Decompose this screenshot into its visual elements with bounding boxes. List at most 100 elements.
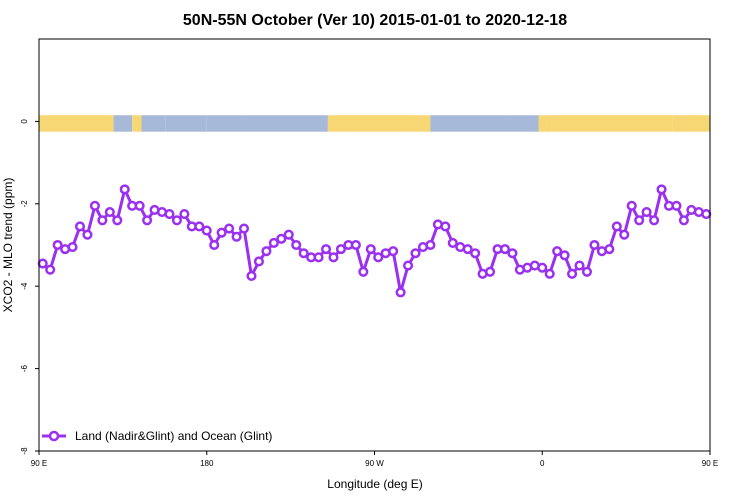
data-point	[485, 266, 496, 277]
series-layer	[37, 184, 712, 298]
data-point	[328, 252, 339, 263]
x-tick-label: 90 E	[702, 459, 718, 468]
data-point	[701, 209, 712, 220]
data-point	[619, 229, 630, 240]
data-point	[246, 270, 257, 281]
data-point	[589, 239, 600, 251]
data-point	[142, 215, 153, 226]
data-point	[224, 223, 235, 234]
y-tick-label: -2	[20, 200, 29, 208]
x-tick-label: 90 E	[31, 459, 47, 468]
strip-segment-ocean	[504, 115, 539, 132]
data-point	[440, 221, 451, 232]
data-point	[276, 233, 287, 244]
data-point	[194, 221, 205, 232]
data-point	[231, 231, 242, 242]
data-point	[604, 244, 615, 255]
data-point	[373, 252, 384, 263]
y-tick-label: -8	[20, 447, 29, 455]
data-point	[559, 250, 570, 261]
y-tick-label: -6	[20, 364, 29, 372]
data-point	[358, 266, 369, 277]
data-point	[112, 215, 123, 226]
strip-segment-land	[551, 115, 673, 132]
data-point	[179, 209, 190, 220]
legend-label: Land (Nadir&Glint) and Ocean (Glint)	[75, 429, 272, 443]
data-point	[634, 215, 645, 226]
data-point	[507, 248, 518, 259]
data-point	[649, 215, 660, 226]
legend-marker-swatch	[48, 430, 60, 442]
data-point	[462, 244, 473, 255]
x-axis-ticks: 90 E 180 90 W 0 90 E	[31, 451, 718, 468]
data-point	[567, 268, 578, 279]
data-point	[201, 225, 212, 236]
data-point	[119, 184, 130, 195]
y-tick-label: -4	[20, 282, 29, 290]
data-point	[403, 260, 414, 271]
strip-segment-land	[132, 115, 142, 132]
data-point	[37, 258, 48, 269]
y-axis-label: XCO2 - MLO trend (ppm)	[1, 178, 15, 313]
data-point	[470, 248, 481, 259]
strip-segment-land	[39, 115, 114, 132]
data-point	[164, 209, 175, 220]
data-point	[134, 200, 145, 211]
strip-segment-ocean	[206, 115, 245, 132]
strip-segment-land	[327, 115, 431, 132]
plot-frame	[38, 38, 711, 452]
data-point	[611, 221, 622, 232]
data-point	[283, 229, 294, 240]
strip-segment-land	[538, 115, 552, 132]
data-point	[104, 206, 115, 218]
data-point	[626, 200, 637, 211]
data-point	[499, 244, 511, 255]
data-point	[335, 244, 347, 255]
data-point	[52, 239, 63, 251]
legend: Land (Nadir&Glint) and Ocean (Glint)	[42, 429, 272, 443]
data-point	[171, 215, 182, 226]
data-point	[395, 287, 406, 298]
data-point	[209, 239, 220, 251]
x-tick-label: 90 W	[365, 459, 384, 468]
data-point	[298, 248, 309, 259]
data-point	[388, 246, 399, 257]
data-point	[67, 242, 78, 253]
data-point	[253, 256, 264, 267]
data-point	[45, 264, 56, 275]
data-point	[291, 239, 302, 251]
data-point	[581, 266, 593, 277]
strip-segment-ocean	[430, 115, 505, 132]
data-point	[313, 252, 324, 263]
y-axis-ticks: 0 -2 -4 -6 -8	[20, 119, 39, 455]
data-point	[82, 229, 93, 240]
data-point	[671, 200, 682, 211]
data-point	[656, 184, 667, 195]
chart-title: 50N-55N October (Ver 10) 2015-01-01 to 2…	[183, 12, 567, 29]
land-ocean-strip	[39, 115, 710, 132]
data-point	[574, 260, 585, 271]
data-point	[320, 244, 332, 255]
data-point	[425, 239, 436, 251]
strip-segment-ocean	[141, 115, 166, 132]
data-point	[544, 268, 555, 279]
strip-segment-land	[672, 115, 710, 132]
y-tick-label: 0	[20, 119, 29, 124]
x-tick-label: 180	[200, 459, 214, 468]
data-point	[238, 223, 250, 234]
data-point	[89, 200, 100, 211]
data-point	[537, 262, 548, 273]
data-point	[97, 215, 108, 226]
data-point	[365, 244, 376, 255]
data-point	[261, 246, 272, 257]
x-tick-label: 0	[540, 459, 545, 468]
data-point	[216, 227, 227, 238]
data-point	[641, 206, 652, 218]
strip-segment-ocean	[113, 115, 133, 132]
data-point	[268, 237, 279, 248]
data-point	[410, 248, 421, 259]
data-point	[678, 215, 689, 226]
data-point	[74, 221, 86, 232]
data-point	[350, 239, 361, 251]
